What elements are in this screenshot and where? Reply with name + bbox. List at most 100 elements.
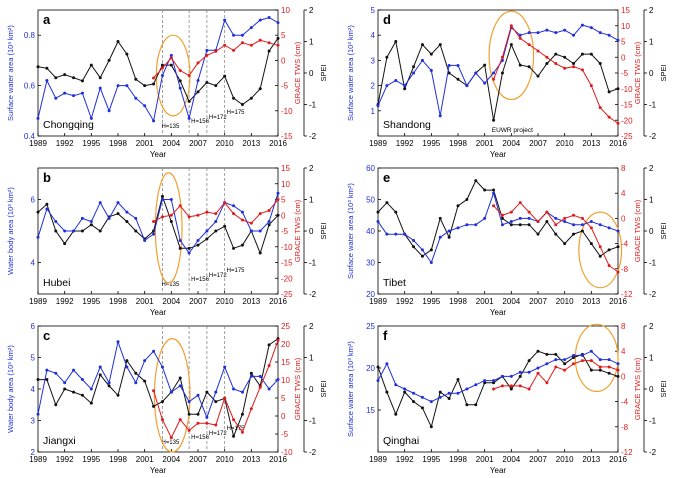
data-point: [554, 358, 558, 362]
x-tick-label: 1992: [396, 297, 414, 306]
data-point: [169, 63, 173, 67]
data-point: [125, 365, 129, 369]
data-point: [385, 362, 389, 366]
data-point: [80, 79, 84, 83]
data-point: [72, 76, 76, 80]
data-point: [598, 31, 602, 35]
data-point: [572, 362, 576, 366]
left-tick-label: 3: [31, 417, 36, 426]
data-point: [598, 254, 602, 258]
right-tick-label: -8: [621, 265, 629, 274]
spei-tick-label: 1: [309, 196, 314, 205]
data-point: [116, 201, 120, 205]
right-tick-label: 15: [621, 6, 630, 15]
data-point: [187, 412, 191, 416]
right-tick-label: -10: [281, 243, 293, 252]
panel-b: 1989 1992 1995 1998 2001 2004 2007 2010 2013 2016…: [6, 164, 328, 317]
right-tick-label: 10: [281, 376, 290, 385]
x-tick-label: 2016: [269, 455, 287, 464]
left-tick-label: 20: [366, 290, 375, 299]
data-point: [36, 210, 40, 214]
data-point: [187, 116, 191, 120]
right-tick-label: -5: [281, 430, 289, 439]
x-tick-label: 2016: [609, 455, 627, 464]
data-point: [527, 387, 531, 391]
data-point: [258, 374, 262, 378]
data-point: [509, 43, 513, 47]
data-point: [36, 412, 40, 416]
data-point: [429, 425, 433, 429]
x-tick-label: 1998: [449, 297, 467, 306]
data-point: [518, 201, 522, 205]
right-tick-label: 10: [621, 22, 630, 31]
data-point: [107, 381, 111, 385]
spei-tick-label: 2: [649, 6, 654, 15]
spei-tick-label: -2: [309, 132, 317, 141]
data-point: [527, 216, 531, 220]
spei-tick-label: 2: [309, 6, 314, 15]
data-point: [267, 16, 271, 20]
data-point: [527, 359, 531, 363]
right-tick-label: 10: [281, 180, 290, 189]
data-point: [160, 215, 164, 219]
data-point: [456, 226, 460, 230]
right-tick-label: 20: [281, 340, 290, 349]
left-axis-label: Surface water area (10³ km²): [6, 25, 15, 121]
x-tick-label: 2004: [502, 297, 520, 306]
left-tick-label: 6: [31, 196, 36, 205]
data-point: [267, 364, 271, 368]
data-point: [492, 191, 496, 195]
data-point: [178, 418, 182, 422]
data-point: [545, 210, 549, 214]
series-line-surface-water-area: [377, 24, 619, 116]
data-point: [178, 68, 182, 72]
right-tick-label: 15: [281, 164, 290, 173]
data-point: [187, 215, 191, 219]
data-point: [196, 61, 200, 65]
data-point: [518, 63, 522, 67]
data-point: [474, 403, 478, 407]
data-point: [89, 387, 93, 391]
data-point: [249, 229, 253, 233]
data-point: [456, 204, 460, 208]
x-tick-label: 2016: [609, 297, 627, 306]
highlight-ellipse: [574, 323, 619, 393]
data-point: [232, 204, 236, 208]
right-tick-label: -12: [621, 448, 633, 457]
x-tick-label: 1992: [56, 455, 74, 464]
data-point: [249, 407, 253, 411]
data-point: [45, 378, 49, 382]
data-point: [276, 21, 280, 25]
right-tick-label: -10: [281, 448, 293, 457]
data-point: [394, 383, 398, 387]
data-point: [214, 229, 218, 233]
data-point: [196, 243, 200, 247]
data-point: [205, 80, 209, 84]
series-line-grace-tws: [153, 39, 279, 79]
data-point: [267, 387, 271, 391]
data-point: [240, 412, 244, 416]
spei-tick-label: -2: [649, 290, 657, 299]
left-axis-label: Surface water area (10³ km²): [346, 25, 355, 121]
left-tick-label: 4: [31, 259, 36, 268]
panel-letter: e: [383, 170, 390, 185]
x-tick-label: 2001: [476, 139, 494, 148]
data-point: [456, 391, 460, 395]
data-point: [509, 387, 513, 391]
data-point: [518, 216, 522, 220]
data-point: [125, 220, 129, 224]
data-point: [554, 365, 558, 369]
data-point: [187, 246, 191, 250]
data-point: [394, 232, 398, 236]
data-point: [580, 359, 584, 363]
data-point: [438, 390, 442, 394]
x-axis-label: Year: [490, 466, 507, 475]
spei-tick-label: -1: [309, 259, 317, 268]
data-point: [474, 223, 478, 227]
panel-letter: a: [43, 12, 51, 27]
data-point: [160, 63, 164, 67]
plot-frame: [37, 9, 279, 137]
left-axis-label: Surface water area (10³ km²): [346, 341, 355, 437]
x-tick-label: 2007: [189, 297, 207, 306]
data-point: [223, 18, 227, 22]
